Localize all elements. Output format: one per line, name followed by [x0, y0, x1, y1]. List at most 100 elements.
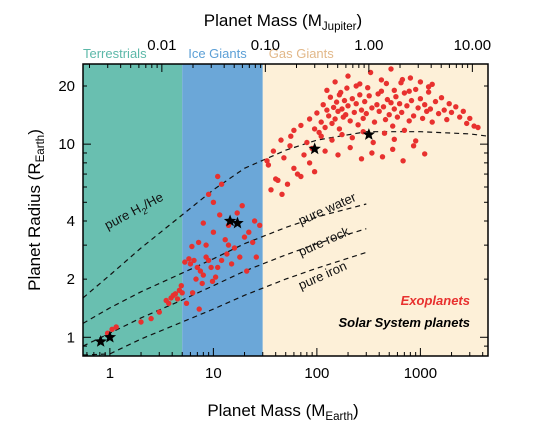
- exoplanet-point: [339, 131, 345, 138]
- exoplanet-point: [174, 296, 181, 302]
- x-axis-title: Planet Mass (MEarth): [207, 401, 358, 423]
- exoplanet-point: [314, 110, 320, 116]
- x-tick-label: 1: [106, 365, 114, 382]
- exoplanet-point: [194, 264, 200, 271]
- exoplanet-point: [205, 257, 212, 264]
- exoplanet-point: [378, 77, 385, 83]
- exoplanet-point: [408, 97, 415, 104]
- exoplanet-point: [422, 151, 428, 157]
- exoplanet-point: [336, 92, 343, 98]
- exoplanet-point: [301, 152, 307, 158]
- exoplanet-point: [179, 290, 185, 296]
- exoplanet-point: [241, 234, 248, 240]
- exoplanet-point: [210, 199, 217, 205]
- exoplanet-point: [347, 144, 353, 151]
- exoplanet-point: [225, 242, 232, 248]
- exoplanet-point: [347, 118, 353, 124]
- exoplanet-point: [193, 276, 199, 282]
- exoplanet-point: [448, 109, 455, 116]
- exoplanet-point: [349, 135, 355, 141]
- exoplanet-point: [341, 97, 348, 104]
- exoplanet-point: [375, 91, 381, 97]
- exoplanet-point: [369, 150, 375, 156]
- exoplanet-point: [298, 173, 304, 180]
- exoplanet-point: [320, 102, 326, 108]
- exoplanet-point: [191, 257, 197, 264]
- model-curve-pure-iron: [83, 251, 367, 356]
- exoplanet-point: [333, 99, 340, 105]
- exoplanet-point: [415, 105, 421, 111]
- exoplanet-point: [371, 119, 378, 125]
- exoplanet-point: [396, 101, 403, 107]
- exoplanet-point: [281, 155, 287, 161]
- exoplanet-point: [344, 85, 350, 91]
- solar-system-planet-star: [103, 330, 117, 343]
- exoplanet-point: [401, 127, 408, 133]
- exoplanet-point: [311, 126, 318, 132]
- exoplanet-point: [349, 96, 355, 102]
- exoplanet-point: [304, 139, 310, 146]
- exoplanet-point: [358, 107, 365, 113]
- exoplanet-point: [383, 80, 390, 87]
- exoplanet-point: [422, 102, 428, 108]
- exoplanet-point: [353, 83, 359, 89]
- exoplanet-point: [228, 261, 235, 267]
- top-tick-label: 1.00: [354, 37, 383, 54]
- exoplanet-point: [444, 116, 450, 123]
- exoplanet-point: [441, 107, 447, 113]
- model-curve-pure-rock: [83, 228, 367, 347]
- x-tick-label: 10: [205, 365, 222, 382]
- exoplanet-point: [429, 119, 435, 125]
- exoplanet-point: [324, 107, 330, 113]
- exoplanet-point: [353, 101, 359, 107]
- exoplanet-point: [345, 73, 351, 79]
- exoplanet-point: [217, 212, 223, 218]
- exoplanet-point: [257, 222, 263, 228]
- exoplanet-point: [218, 181, 225, 187]
- exoplanet-point: [413, 138, 419, 144]
- exoplanet-point: [329, 120, 335, 127]
- exoplanet-point: [332, 79, 338, 85]
- exoplanet-point: [189, 243, 195, 250]
- exoplanet-point: [330, 104, 337, 111]
- exoplanet-point: [376, 108, 382, 115]
- exoplanet-point: [287, 143, 293, 149]
- exoplanet-point: [170, 292, 176, 298]
- exoplanet-point: [199, 280, 205, 287]
- exoplanet-point: [113, 324, 119, 330]
- exoplanet-point: [427, 106, 434, 112]
- exoplanet-point: [298, 122, 304, 129]
- exoplanet-point: [365, 85, 371, 91]
- exoplanet-point: [322, 124, 328, 131]
- exoplanet-point: [178, 283, 184, 289]
- exoplanet-point: [407, 75, 414, 81]
- exoplanet-point: [390, 146, 396, 152]
- legend-exoplanets: Exoplanets: [401, 293, 470, 308]
- exoplanet-point: [410, 113, 417, 119]
- region-label-gas-giants: Gas Giants: [269, 46, 335, 61]
- top-axis-title: Planet Mass (MJupiter): [204, 11, 362, 33]
- exoplanet-point: [306, 116, 313, 122]
- model-curve-pure-water: [83, 203, 367, 324]
- solar-system-planet-star: [94, 335, 107, 347]
- exoplanet-point: [394, 114, 401, 120]
- exoplanet-point: [355, 122, 361, 128]
- exoplanet-point: [381, 130, 388, 136]
- region-label-ice-giants: Ice Giants: [188, 46, 247, 61]
- exoplanet-point: [391, 136, 397, 142]
- exoplanet-point: [212, 274, 219, 280]
- exoplanet-point: [109, 326, 115, 332]
- exoplanet-point: [406, 118, 412, 124]
- exoplanet-point: [453, 104, 459, 110]
- region-ice-giants: [182, 64, 263, 356]
- exoplanet-point: [182, 259, 188, 265]
- exoplanet-point: [363, 110, 369, 117]
- exoplanet-point: [218, 257, 225, 264]
- exoplanet-point: [460, 108, 466, 115]
- exoplanet-point: [209, 278, 216, 284]
- exoplanet-point: [311, 169, 318, 175]
- top-tick-label: 10.00: [454, 37, 492, 54]
- exoplanet-point: [391, 87, 397, 94]
- exoplanet-point: [400, 158, 406, 164]
- exoplanet-point: [215, 264, 221, 271]
